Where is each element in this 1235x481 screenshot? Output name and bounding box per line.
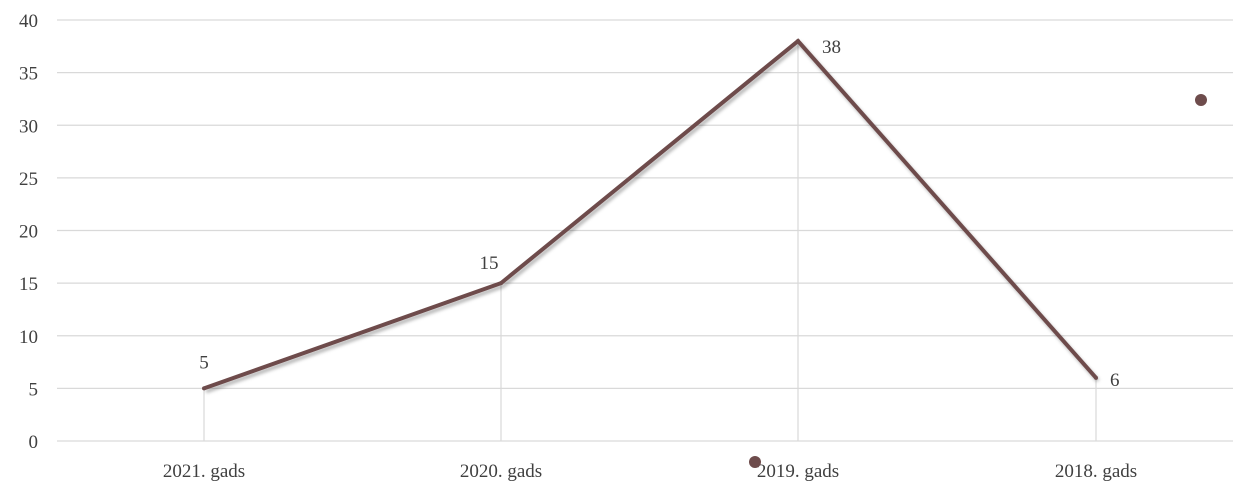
data-labels: 5 15 38 6 [199,37,1119,391]
y-tick-label: 40 [19,11,38,32]
y-tick-label: 30 [19,116,38,137]
data-point [796,39,800,44]
data-point [1094,375,1098,380]
data-point [202,386,206,391]
y-tick-label: 20 [19,222,38,243]
data-label: 15 [480,253,499,274]
category-droplines [203,41,1097,441]
x-category-label: 2021. gads [163,461,245,481]
x-category-label: 2018. gads [1055,461,1137,481]
y-tick-label: 5 [29,379,39,400]
y-axis-tick-labels: 0 5 10 15 20 25 30 35 40 [19,11,38,453]
y-tick-label: 15 [19,274,38,295]
x-axis-category-labels: 2021. gads 2020. gads 2019. gads 2018. gads [163,461,1137,481]
y-tick-label: 25 [19,169,38,190]
series-line-group [202,38,1098,391]
data-point [499,281,503,286]
legend-marker [1195,94,1207,106]
data-label: 38 [822,37,841,58]
data-label: 5 [199,352,209,373]
x-category-label: 2019. gads [757,461,839,481]
y-tick-label: 0 [29,432,39,453]
series-line [203,38,1098,391]
y-tick-label: 35 [19,64,38,85]
x-category-label: 2020. gads [460,461,542,481]
legend-marker [749,456,761,468]
legend-markers [749,94,1207,468]
y-tick-label: 10 [19,327,38,348]
data-label: 6 [1110,370,1120,391]
y-gridlines [57,19,1233,442]
